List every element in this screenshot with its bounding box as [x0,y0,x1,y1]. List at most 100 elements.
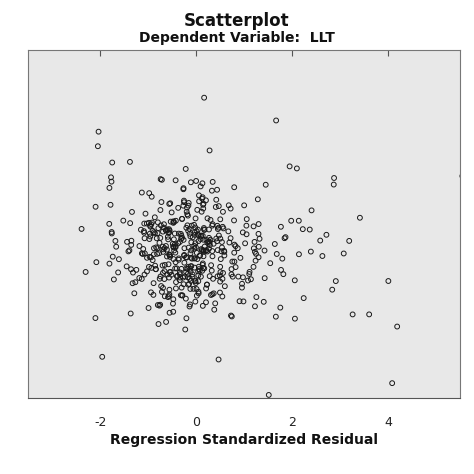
Point [94,142,101,150]
Point [186,275,193,283]
Point [111,237,119,245]
Point [185,199,192,207]
Point [178,215,186,223]
Point [202,247,210,255]
Point [206,273,213,280]
Point [127,219,134,227]
Point [165,228,173,236]
Text: -2: -2 [94,416,107,428]
Point [279,255,286,263]
Point [210,306,218,313]
Point [164,293,172,301]
Point [202,299,210,306]
Point [185,280,193,288]
Point [181,245,188,252]
Point [172,249,179,256]
Point [178,284,185,292]
Point [153,235,161,242]
Point [198,246,206,254]
Point [174,204,182,212]
Point [293,164,301,172]
Point [393,323,401,330]
Point [252,257,259,264]
Point [165,261,173,268]
Point [174,239,182,247]
Point [191,264,198,272]
Point [163,253,171,260]
Point [187,277,195,285]
Point [250,223,257,230]
Point [220,248,228,255]
Point [180,202,187,210]
Point [201,264,208,272]
Point [189,271,196,278]
Point [155,320,162,328]
Point [272,313,280,320]
Point [201,226,208,233]
Point [201,226,208,234]
Point [190,285,197,292]
Point [244,277,252,284]
Point [154,245,161,252]
Point [95,128,102,136]
Point [182,264,190,272]
Point [137,226,145,234]
Point [178,265,185,273]
Point [215,232,223,239]
Point [191,242,198,250]
Point [169,300,177,308]
Point [180,236,187,244]
Point [164,226,171,233]
Point [182,268,190,276]
Point [146,253,154,261]
Point [234,245,242,252]
Point [238,284,246,292]
Point [187,246,195,254]
Point [172,278,180,286]
Point [220,252,228,259]
Point [205,234,213,242]
Point [200,236,207,244]
Point [191,255,198,262]
Point [197,273,205,281]
Point [107,173,115,181]
Point [187,249,194,257]
Point [180,184,187,192]
Point [146,230,154,237]
Point [458,172,466,180]
Point [330,174,338,182]
Point [273,117,280,124]
Point [200,224,208,232]
Point [203,281,211,288]
Point [346,237,353,245]
Point [246,270,253,278]
Point [161,275,168,283]
Point [205,226,213,233]
Point [198,246,205,253]
Point [182,326,189,333]
Point [200,205,207,212]
Point [239,273,247,281]
Point [250,263,257,271]
Point [201,243,209,250]
Point [157,175,164,183]
Point [207,291,215,299]
Point [184,281,192,288]
Point [165,229,173,237]
Point [146,235,153,243]
Point [161,245,168,252]
Point [187,233,194,240]
Point [165,200,173,208]
Point [340,250,347,257]
Point [149,256,156,264]
Point [191,231,199,238]
Point [156,301,164,309]
Point [176,271,183,278]
Point [232,242,239,250]
Point [177,292,185,299]
Point [388,379,396,387]
Point [171,230,179,237]
Point [156,234,164,242]
Point [215,356,222,363]
Point [92,203,100,210]
